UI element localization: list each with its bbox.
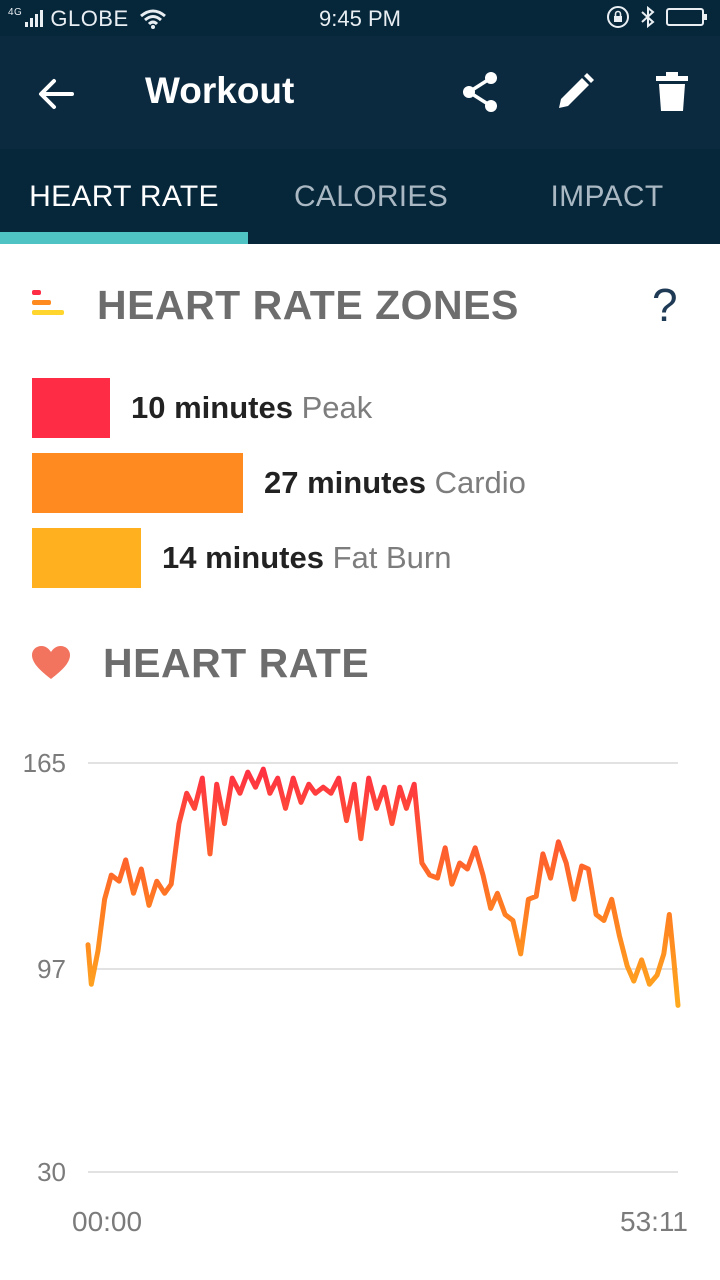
- heart-rate-title: HEART RATE: [103, 640, 370, 686]
- carrier-indicator: 4G GLOBE: [8, 6, 167, 32]
- x-tick-label: 53:11: [620, 1206, 688, 1237]
- x-tick-label: 00:00: [72, 1206, 142, 1237]
- status-right: [606, 5, 708, 29]
- delete-trash-icon[interactable]: [650, 70, 694, 114]
- zone-minutes: 27 minutes: [264, 465, 426, 500]
- zones-title: HEART RATE ZONES: [97, 282, 519, 328]
- tab-heart-rate[interactable]: HEART RATE: [29, 179, 219, 213]
- back-arrow-icon[interactable]: [34, 72, 78, 116]
- tab-impact[interactable]: IMPACT: [550, 179, 664, 213]
- tab-bar: HEART RATE CALORIES IMPACT: [0, 149, 720, 244]
- zone-name: Fat Burn: [332, 540, 452, 575]
- zone-name: Cardio: [434, 465, 526, 500]
- clock: 9:45 PM: [319, 6, 401, 31]
- bluetooth-icon: [641, 5, 655, 29]
- wifi-icon: [139, 9, 166, 29]
- heart-rate-line: [85, 766, 681, 1008]
- carrier-name: GLOBE: [50, 6, 129, 31]
- zone-minutes: 14 minutes: [162, 540, 324, 575]
- zone-row-peak: 10 minutes Peak: [32, 378, 372, 438]
- zone-label: 14 minutes Fat Burn: [162, 540, 451, 576]
- signal-icon: [25, 10, 44, 27]
- zone-bar: [32, 378, 110, 438]
- status-bar: 4G GLOBE 9:45 PM: [0, 0, 720, 36]
- share-icon[interactable]: [458, 70, 502, 114]
- zone-label: 27 minutes Cardio: [264, 465, 526, 501]
- tab-calories[interactable]: CALORIES: [293, 179, 449, 213]
- rotation-lock-icon: [607, 6, 629, 28]
- page-title: Workout: [145, 70, 295, 111]
- edit-pencil-icon[interactable]: [553, 70, 597, 114]
- help-icon[interactable]: ?: [652, 279, 678, 331]
- battery-icon: [666, 8, 707, 26]
- zone-bar: [32, 528, 141, 588]
- zones-header: HEART RATE ZONES ?: [0, 270, 720, 340]
- heart-rate-header: HEART RATE: [0, 632, 720, 696]
- zone-name: Peak: [301, 390, 373, 425]
- zone-minutes: 10 minutes: [131, 390, 293, 425]
- zone-label: 10 minutes Peak: [131, 390, 372, 426]
- zones-icon: [32, 290, 64, 315]
- zone-row-cardio: 27 minutes Cardio: [32, 453, 526, 513]
- active-tab-indicator: [0, 232, 248, 244]
- heart-icon: [32, 646, 70, 679]
- y-tick-label: 30: [37, 1157, 66, 1187]
- network-type: 4G: [8, 6, 23, 18]
- y-tick-label: 165: [23, 748, 66, 778]
- app-bar: Workout: [0, 36, 720, 149]
- zone-row-fat-burn: 14 minutes Fat Burn: [32, 528, 451, 588]
- y-tick-label: 97: [37, 954, 66, 984]
- zone-bar: [32, 453, 243, 513]
